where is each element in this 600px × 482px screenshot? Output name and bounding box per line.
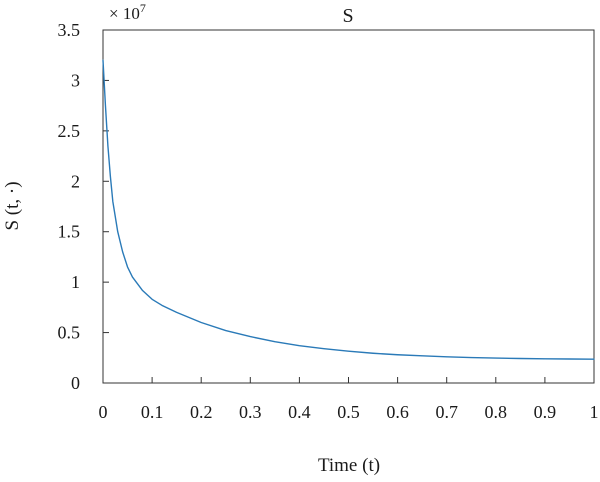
x-tick-label: 0.2 (190, 402, 213, 422)
x-tick-label: 0 (99, 402, 108, 422)
y-axis-title: S (t, ·) (2, 181, 23, 230)
y-tick-label: 2.5 (58, 121, 81, 141)
x-tick-label: 0.1 (141, 402, 164, 422)
x-axis-title: Time (t) (318, 455, 380, 476)
chart-title: S (342, 5, 353, 27)
y-tick-label: 3 (71, 70, 80, 90)
y-tick-label: 0 (71, 373, 80, 393)
y-tick-label: 1.5 (58, 222, 81, 242)
y-tick-label: 0.5 (58, 323, 81, 343)
y-tick-label: 1 (71, 272, 80, 292)
y-axis: 0 0.5 1 1.5 2 2.5 3 3.5 (58, 20, 109, 393)
x-tick-label: 0.9 (534, 402, 557, 422)
x-axis: 0 0.1 0.2 0.3 0.4 0.5 0.6 0.7 0.8 0.9 1 (99, 377, 599, 422)
x-tick-label: 0.8 (485, 402, 508, 422)
plot-area-frame (102, 29, 595, 384)
x-tick-label: 1 (590, 402, 599, 422)
x-tick-label: 0.3 (239, 402, 262, 422)
x-tick-label: 0.4 (288, 402, 311, 422)
y-tick-label: 2 (71, 171, 80, 191)
x-tick-label: 0.5 (337, 402, 360, 422)
x-tick-label: 0.7 (435, 402, 458, 422)
y-tick-label: 3.5 (58, 20, 81, 40)
y-axis-multiplier-prefix: × 10 (109, 4, 140, 23)
series-layer (102, 59, 595, 360)
y-axis-multiplier-exponent: 7 (140, 1, 146, 15)
y-axis-multiplier: × 107 (109, 1, 146, 23)
series-line-0 (102, 59, 595, 360)
x-tick-label: 0.6 (386, 402, 409, 422)
